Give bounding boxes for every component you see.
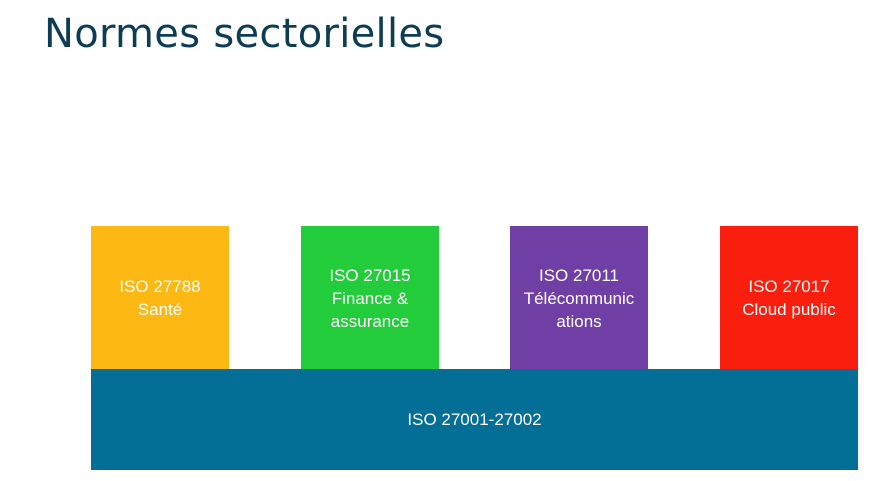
sector-box-telecom: ISO 27011 Télécommunic ations [510, 226, 648, 370]
base-label: ISO 27001-27002 [407, 409, 542, 429]
box-line: ISO 27017 [748, 277, 830, 296]
sector-box-finance: ISO 27015 Finance & assurance [301, 226, 439, 370]
box-line: Santé [137, 300, 183, 319]
box-line: ations [556, 311, 602, 331]
box-line: assurance [330, 311, 410, 331]
box-line: ISO 27788 [119, 277, 201, 296]
sector-box-sante: ISO 27788 Santé [91, 226, 229, 370]
box-line: Finance & [331, 288, 409, 308]
base-standard-box: ISO 27001-27002 [91, 369, 858, 470]
box-line: ISO 27011 [538, 265, 620, 285]
box-line: Télécommunic [523, 288, 635, 308]
box-line: ISO 27015 [329, 265, 411, 285]
page-title: Normes sectorielles [44, 11, 445, 57]
box-line: Cloud public [742, 300, 836, 319]
sector-box-cloud: ISO 27017 Cloud public [720, 226, 858, 370]
